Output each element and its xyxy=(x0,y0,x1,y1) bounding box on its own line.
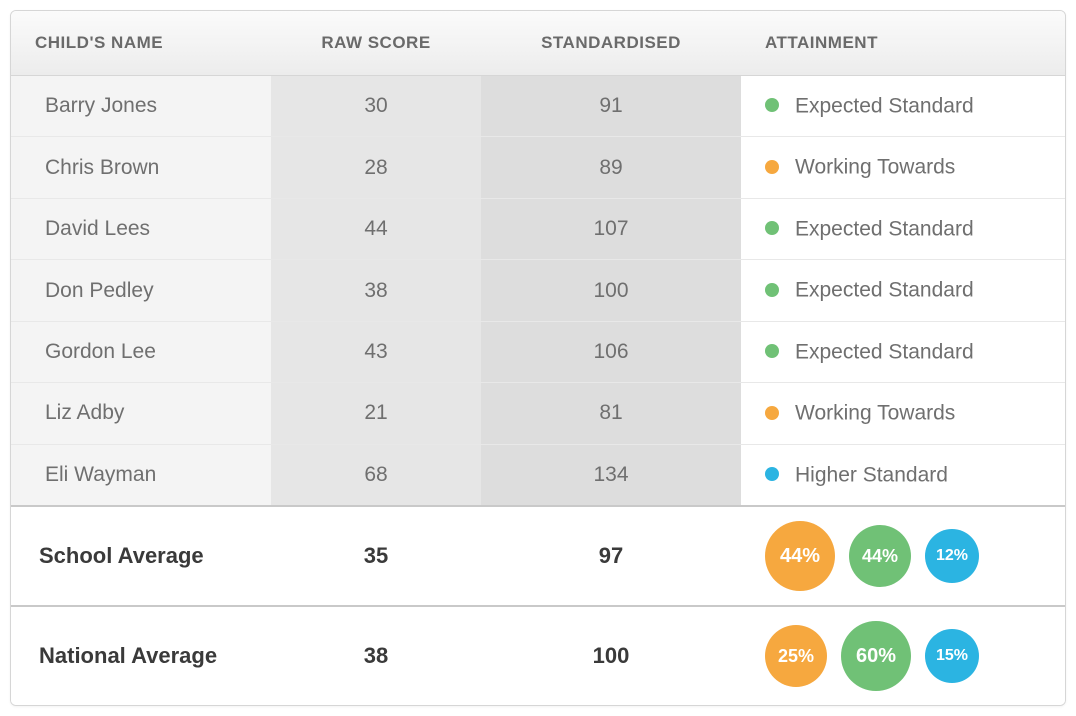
cell-standardised: 81 xyxy=(481,383,741,444)
cell-attainment: Working Towards xyxy=(741,383,1065,444)
cell-attainment: Expected Standard xyxy=(741,198,1065,259)
col-header-name: CHILD'S NAME xyxy=(11,11,271,76)
percentage-circle: 44% xyxy=(765,521,835,591)
table-row: David Lees44107 Expected Standard xyxy=(11,198,1065,259)
attainment-dot-icon xyxy=(765,98,779,112)
attainment-label: Working Towards xyxy=(795,402,955,425)
cell-standardised: 106 xyxy=(481,321,741,382)
summary-attainment: 25%60% 15% xyxy=(741,606,1065,705)
percentage-circle: 12% xyxy=(925,529,979,583)
cell-name: David Lees xyxy=(11,198,271,259)
scores-table: CHILD'S NAME RAW SCORE STANDARDISED ATTA… xyxy=(11,11,1065,705)
cell-standardised: 107 xyxy=(481,198,741,259)
summary-row: National Average38100 25%60% 15% xyxy=(11,606,1065,705)
percentage-circle: 60% xyxy=(841,621,911,691)
cell-standardised: 100 xyxy=(481,260,741,321)
percentage-circles: 44%44% 12% xyxy=(765,521,1041,591)
cell-attainment: Expected Standard xyxy=(741,260,1065,321)
attainment-label: Expected Standard xyxy=(795,279,974,302)
attainment-label: Working Towards xyxy=(795,156,955,179)
cell-raw-score: 30 xyxy=(271,76,481,137)
cell-name: Liz Adby xyxy=(11,383,271,444)
attainment-dot-icon xyxy=(765,467,779,481)
summary-raw: 35 xyxy=(271,506,481,606)
cell-raw-score: 68 xyxy=(271,444,481,506)
attainment-dot-icon xyxy=(765,344,779,358)
cell-raw-score: 44 xyxy=(271,198,481,259)
cell-standardised: 134 xyxy=(481,444,741,506)
table-row: Eli Wayman68134 Higher Standard xyxy=(11,444,1065,506)
scores-table-container: CHILD'S NAME RAW SCORE STANDARDISED ATTA… xyxy=(10,10,1066,706)
col-header-raw: RAW SCORE xyxy=(271,11,481,76)
cell-raw-score: 38 xyxy=(271,260,481,321)
summary-attainment: 44%44% 12% xyxy=(741,506,1065,606)
table-row: Gordon Lee43106 Expected Standard xyxy=(11,321,1065,382)
attainment-dot-icon xyxy=(765,221,779,235)
summary-std: 97 xyxy=(481,506,741,606)
cell-standardised: 91 xyxy=(481,76,741,137)
table-row: Barry Jones3091 Expected Standard xyxy=(11,76,1065,137)
attainment-dot-icon xyxy=(765,406,779,420)
percentage-circle: 25% xyxy=(765,625,827,687)
col-header-att: ATTAINMENT xyxy=(741,11,1065,76)
table-row: Liz Adby2181 Working Towards xyxy=(11,383,1065,444)
attainment-label: Expected Standard xyxy=(795,217,974,240)
cell-standardised: 89 xyxy=(481,137,741,198)
attainment-label: Expected Standard xyxy=(795,340,974,363)
cell-attainment: Expected Standard xyxy=(741,76,1065,137)
cell-raw-score: 43 xyxy=(271,321,481,382)
cell-name: Eli Wayman xyxy=(11,444,271,506)
summary-label: School Average xyxy=(11,506,271,606)
attainment-label: Expected Standard xyxy=(795,94,974,117)
cell-name: Don Pedley xyxy=(11,260,271,321)
cell-attainment: Expected Standard xyxy=(741,321,1065,382)
col-header-std: STANDARDISED xyxy=(481,11,741,76)
summary-label: National Average xyxy=(11,606,271,705)
cell-raw-score: 21 xyxy=(271,383,481,444)
cell-name: Chris Brown xyxy=(11,137,271,198)
header-row: CHILD'S NAME RAW SCORE STANDARDISED ATTA… xyxy=(11,11,1065,76)
table-row: Chris Brown2889 Working Towards xyxy=(11,137,1065,198)
percentage-circles: 25%60% 15% xyxy=(765,621,1041,691)
cell-attainment: Higher Standard xyxy=(741,444,1065,506)
cell-raw-score: 28 xyxy=(271,137,481,198)
table-row: Don Pedley38100 Expected Standard xyxy=(11,260,1065,321)
attainment-label: Higher Standard xyxy=(795,463,948,486)
percentage-circle: 15% xyxy=(925,629,979,683)
summary-std: 100 xyxy=(481,606,741,705)
attainment-dot-icon xyxy=(765,160,779,174)
attainment-dot-icon xyxy=(765,283,779,297)
cell-attainment: Working Towards xyxy=(741,137,1065,198)
summary-row: School Average3597 44%44% 12% xyxy=(11,506,1065,606)
cell-name: Gordon Lee xyxy=(11,321,271,382)
cell-name: Barry Jones xyxy=(11,76,271,137)
percentage-circle: 44% xyxy=(849,525,911,587)
summary-raw: 38 xyxy=(271,606,481,705)
